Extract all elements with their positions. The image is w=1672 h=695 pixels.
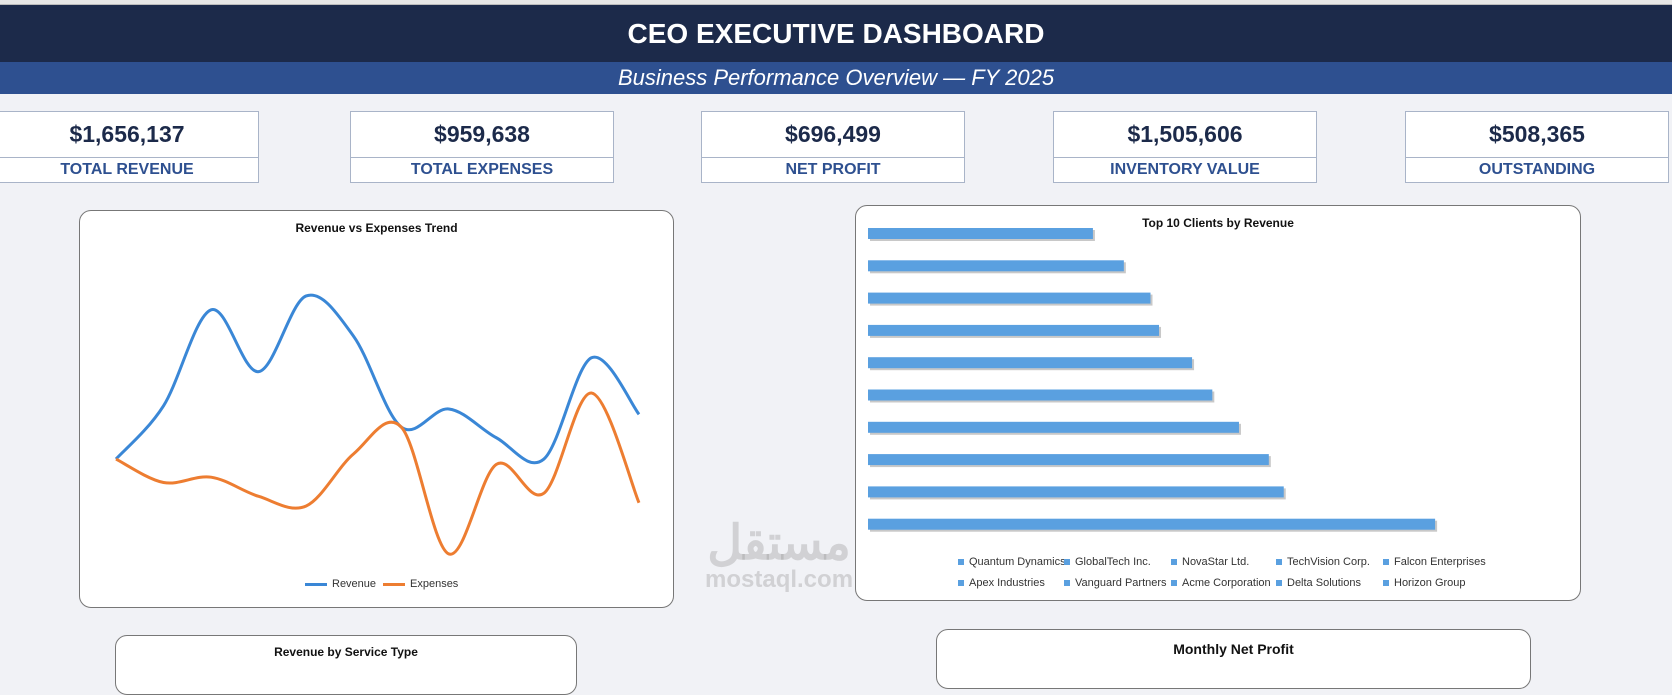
kpi-total-revenue: $1,656,137 TOTAL REVENUE bbox=[0, 111, 259, 183]
dashboard-title: CEO EXECUTIVE DASHBOARD bbox=[0, 5, 1672, 62]
kpi-label: TOTAL EXPENSES bbox=[410, 161, 554, 178]
kpi-label: OUTSTANDING bbox=[1478, 161, 1596, 178]
chart-title: Revenue by Service Type bbox=[274, 645, 418, 659]
revenue-by-service-chart[interactable]: Revenue by Service Type bbox=[115, 635, 577, 695]
legend-item: Delta Solutions bbox=[1276, 577, 1361, 589]
kpi-outstanding: $508,365 OUTSTANDING bbox=[1405, 111, 1669, 183]
series-line-revenue bbox=[114, 293, 641, 465]
watermark-arabic: مستقل bbox=[707, 517, 851, 570]
legend-item: NovaStar Ltd. bbox=[1171, 556, 1249, 568]
legend-swatch bbox=[1276, 559, 1282, 565]
watermark: مستقل mostaql.com bbox=[705, 520, 853, 592]
kpi-label: TOTAL REVENUE bbox=[60, 161, 194, 178]
legend-label: Delta Solutions bbox=[1287, 577, 1361, 589]
legend-swatch bbox=[1064, 580, 1070, 586]
legend-swatch bbox=[383, 582, 405, 586]
legend-label: Expenses bbox=[410, 578, 459, 590]
legend-item: Falcon Enterprises bbox=[1383, 556, 1486, 568]
legend-swatch bbox=[1171, 580, 1177, 586]
bar-apex-industries bbox=[868, 357, 1193, 369]
bar-chart-plot bbox=[868, 228, 1438, 532]
legend-label: Falcon Enterprises bbox=[1394, 556, 1486, 568]
chart-title: Top 10 Clients by Revenue bbox=[1142, 216, 1294, 230]
legend-swatch bbox=[1383, 559, 1389, 565]
kpi-value: $696,499 bbox=[702, 112, 964, 158]
bar-horizon-group bbox=[868, 228, 1093, 239]
kpi-inventory-value: $1,505,606 INVENTORY VALUE bbox=[1053, 111, 1317, 183]
kpi-value: $1,505,606 bbox=[1054, 112, 1316, 158]
revenue-expenses-chart[interactable]: Revenue vs Expenses Trend Revenue Expens… bbox=[79, 210, 674, 608]
legend-swatch bbox=[958, 580, 964, 586]
legend-swatch bbox=[1064, 559, 1070, 565]
legend-item: TechVision Corp. bbox=[1276, 556, 1370, 568]
dashboard-subtitle: Business Performance Overview — FY 2025 bbox=[0, 62, 1672, 94]
legend-item: Acme Corporation bbox=[1171, 577, 1271, 589]
bar-falcon-enterprises bbox=[868, 389, 1213, 401]
bar-globaltech-inc- bbox=[868, 486, 1284, 498]
chart-title: Monthly Net Profit bbox=[1173, 641, 1294, 657]
legend-swatch bbox=[1383, 580, 1389, 586]
legend-swatch bbox=[1276, 580, 1282, 586]
legend-expenses: Expenses bbox=[383, 578, 458, 590]
legend-swatch bbox=[305, 582, 327, 586]
spreadsheet-gridlines bbox=[0, 0, 1672, 5]
kpi-value: $508,365 bbox=[1406, 112, 1668, 158]
series-line-expenses bbox=[115, 391, 641, 556]
legend-label: Quantum Dynamics bbox=[969, 556, 1066, 568]
legend-label: NovaStar Ltd. bbox=[1182, 556, 1250, 568]
bar-vanguard-partners bbox=[868, 324, 1160, 336]
legend-item: Vanguard Partners bbox=[1064, 577, 1167, 589]
watermark-latin: mostaql.com bbox=[705, 566, 854, 593]
bar-techvision-corp- bbox=[868, 421, 1239, 433]
top-clients-chart[interactable]: Top 10 Clients by Revenue Quantum Dynami… bbox=[855, 205, 1581, 601]
legend-label: Vanguard Partners bbox=[1075, 577, 1167, 589]
legend-label: GlobalTech Inc. bbox=[1075, 556, 1151, 568]
bar-delta-solutions bbox=[868, 260, 1124, 272]
legend-label: Revenue bbox=[332, 578, 377, 590]
legend-label: Apex Industries bbox=[969, 577, 1045, 589]
kpi-net-profit: $696,499 NET PROFIT bbox=[701, 111, 965, 183]
bar-quantum-dynamics bbox=[868, 518, 1436, 530]
kpi-value: $1,656,137 bbox=[0, 112, 258, 158]
legend-label: Horizon Group bbox=[1394, 577, 1466, 589]
monthly-net-profit-chart[interactable]: Monthly Net Profit bbox=[936, 629, 1531, 689]
legend-swatch bbox=[1171, 559, 1177, 565]
legend-item: GlobalTech Inc. bbox=[1064, 556, 1151, 568]
legend-label: TechVision Corp. bbox=[1287, 556, 1370, 568]
legend-item: Quantum Dynamics bbox=[958, 556, 1066, 568]
kpi-label: NET PROFIT bbox=[785, 161, 881, 178]
legend-swatch bbox=[958, 559, 964, 565]
bar-acme-corporation bbox=[868, 292, 1151, 304]
kpi-label: INVENTORY VALUE bbox=[1110, 161, 1260, 178]
chart-title: Revenue vs Expenses Trend bbox=[295, 221, 458, 235]
line-chart-plot bbox=[114, 293, 641, 556]
legend-item: Apex Industries bbox=[958, 577, 1045, 589]
bar-novastar-ltd- bbox=[868, 454, 1269, 466]
legend-label: Acme Corporation bbox=[1182, 577, 1271, 589]
kpi-value: $959,638 bbox=[351, 112, 613, 158]
legend-revenue: Revenue bbox=[305, 578, 376, 590]
legend-item: Horizon Group bbox=[1383, 577, 1466, 589]
kpi-total-expenses: $959,638 TOTAL EXPENSES bbox=[350, 111, 614, 183]
